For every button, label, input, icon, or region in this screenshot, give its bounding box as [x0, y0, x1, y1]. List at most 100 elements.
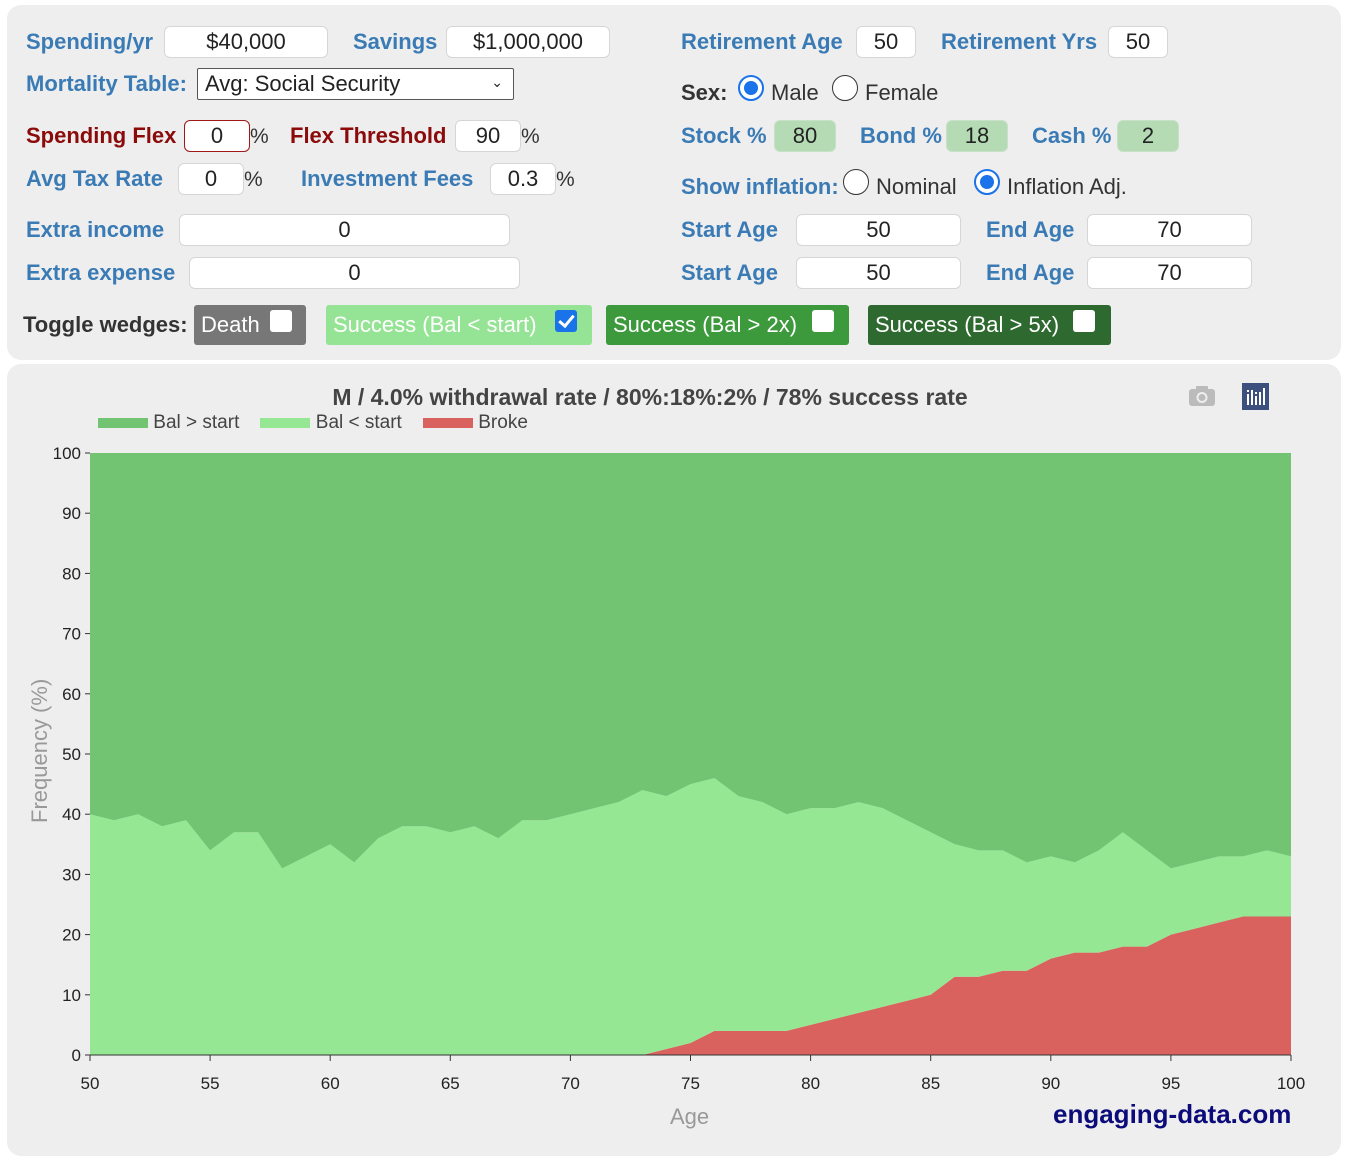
wedge-bal-gt-2x-toggle[interactable]: Success (Bal > 2x)	[606, 305, 849, 345]
legend-item[interactable]: Broke	[422, 412, 528, 433]
cash-label: Cash %	[1032, 123, 1112, 148]
y-tick-label: 80	[62, 564, 81, 583]
x-tick-label: 70	[561, 1074, 580, 1093]
inflation-adj-radio[interactable]	[974, 169, 1000, 195]
wedge-label: Death	[201, 312, 260, 337]
chart-icon[interactable]	[1242, 383, 1269, 410]
male-radio[interactable]	[738, 75, 764, 101]
spending-input[interactable]: $40,000	[164, 26, 328, 58]
extra-income-label: Extra income	[26, 217, 165, 242]
cash-input[interactable]: 2	[1117, 120, 1179, 152]
extra-expense-label: Extra expense	[26, 260, 176, 285]
income-end-age-input[interactable]: 70	[1087, 214, 1252, 246]
pct-sign: %	[521, 125, 540, 148]
mortality-select[interactable]: Avg: Social Security ⌄	[197, 68, 514, 100]
spending-label: Spending/yr	[26, 29, 154, 54]
wedge-label: Success (Bal > 2x)	[613, 312, 798, 337]
extra-income-input[interactable]: 0	[179, 214, 510, 246]
investment-fees-label: Investment Fees	[301, 166, 474, 191]
chevron-down-icon: ⌄	[491, 74, 503, 90]
nominal-label: Nominal	[876, 174, 957, 199]
tax-rate-label: Avg Tax Rate	[26, 166, 163, 191]
y-tick-label: 50	[62, 745, 81, 764]
x-tick-label: 55	[201, 1074, 220, 1093]
male-label: Male	[771, 80, 819, 105]
bal-gt-5x-checkbox[interactable]	[1073, 310, 1095, 332]
x-tick-label: 90	[1041, 1074, 1060, 1093]
bond-input[interactable]: 18	[946, 120, 1008, 152]
mortality-label: Mortality Table:	[26, 71, 187, 96]
retirement-yrs-label: Retirement Yrs	[941, 29, 1098, 54]
bal-lt-start-checkbox[interactable]	[555, 310, 577, 332]
chart-title: M / 4.0% withdrawal rate / 80%:18%:2% / …	[332, 384, 968, 410]
savings-input[interactable]: $1,000,000	[446, 26, 610, 58]
stock-label: Stock %	[681, 123, 767, 148]
x-tick-label: 50	[81, 1074, 100, 1093]
flex-threshold-label: Flex Threshold	[290, 123, 447, 148]
stock-input[interactable]: 80	[774, 120, 836, 152]
x-tick-label: 65	[441, 1074, 460, 1093]
x-tick-label: 85	[921, 1074, 940, 1093]
pct-sign: %	[244, 168, 263, 191]
inflation-label: Show inflation:	[681, 174, 839, 199]
y-tick-label: 0	[72, 1046, 81, 1065]
y-tick-label: 100	[53, 444, 81, 463]
y-tick-label: 60	[62, 685, 81, 704]
expense-start-age-input[interactable]: 50	[796, 257, 961, 289]
x-tick-label: 80	[801, 1074, 820, 1093]
area-bal-start	[90, 778, 1291, 1055]
y-tick-label: 90	[62, 504, 81, 523]
investment-fees-input[interactable]: 0.3	[490, 163, 556, 195]
toggle-wedges-label: Toggle wedges:	[23, 312, 188, 337]
nominal-radio[interactable]	[843, 169, 869, 195]
wedge-bal-lt-start-toggle[interactable]: Success (Bal < start)	[326, 305, 592, 345]
tax-rate-input[interactable]: 0	[178, 163, 244, 195]
retirement-age-input[interactable]: 50	[856, 26, 916, 58]
mortality-value: Avg: Social Security	[205, 71, 401, 96]
sex-label: Sex:	[681, 80, 728, 105]
area-broke	[90, 916, 1291, 1055]
retirement-yrs-input[interactable]: 50	[1108, 26, 1168, 58]
y-tick-label: 30	[62, 865, 81, 884]
female-radio[interactable]	[832, 75, 858, 101]
wedge-bal-gt-5x-toggle[interactable]: Success (Bal > 5x)	[868, 305, 1111, 345]
y-tick-label: 20	[62, 926, 81, 945]
y-tick-label: 70	[62, 625, 81, 644]
flex-threshold-input[interactable]: 90	[455, 120, 521, 152]
pct-sign: %	[250, 125, 269, 148]
camera-icon[interactable]	[1188, 385, 1216, 407]
female-label: Female	[865, 80, 939, 105]
savings-label: Savings	[353, 29, 438, 54]
spending-flex-input[interactable]: 0	[184, 120, 250, 152]
wedge-label: Success (Bal < start)	[333, 312, 537, 337]
x-tick-label: 95	[1161, 1074, 1180, 1093]
wedge-death-toggle[interactable]: Death	[194, 305, 306, 345]
y-tick-label: 40	[62, 805, 81, 824]
watermark-link[interactable]: engaging-data.com	[1053, 1099, 1292, 1129]
bal-gt-2x-checkbox[interactable]	[812, 310, 834, 332]
y-axis-label: Frequency (%)	[27, 678, 52, 823]
area-bal-start	[90, 453, 1291, 869]
expense-end-age-input[interactable]: 70	[1087, 257, 1252, 289]
wedge-label: Success (Bal > 5x)	[875, 312, 1060, 337]
y-tick-label: 10	[62, 986, 81, 1005]
pct-sign: %	[556, 168, 575, 191]
inflation-adj-label: Inflation Adj.	[1007, 174, 1127, 199]
x-axis-label: Age	[670, 1104, 710, 1129]
x-tick-label: 60	[321, 1074, 340, 1093]
income-end-age-label: End Age	[986, 217, 1075, 242]
legend-item[interactable]: Bal > start	[98, 412, 239, 433]
extra-expense-input[interactable]: 0	[189, 257, 520, 289]
income-start-age-label: Start Age	[681, 217, 778, 242]
death-checkbox[interactable]	[270, 310, 292, 332]
expense-start-age-label: Start Age	[681, 260, 778, 285]
spending-flex-label: Spending Flex	[26, 123, 177, 148]
income-start-age-input[interactable]: 50	[796, 214, 961, 246]
bond-label: Bond %	[860, 123, 942, 148]
retirement-age-label: Retirement Age	[681, 29, 843, 54]
chart-legend: Bal > start Bal < start Broke	[98, 412, 528, 434]
x-tick-label: 100	[1277, 1074, 1305, 1093]
expense-end-age-label: End Age	[986, 260, 1075, 285]
legend-item[interactable]: Bal < start	[260, 412, 402, 433]
